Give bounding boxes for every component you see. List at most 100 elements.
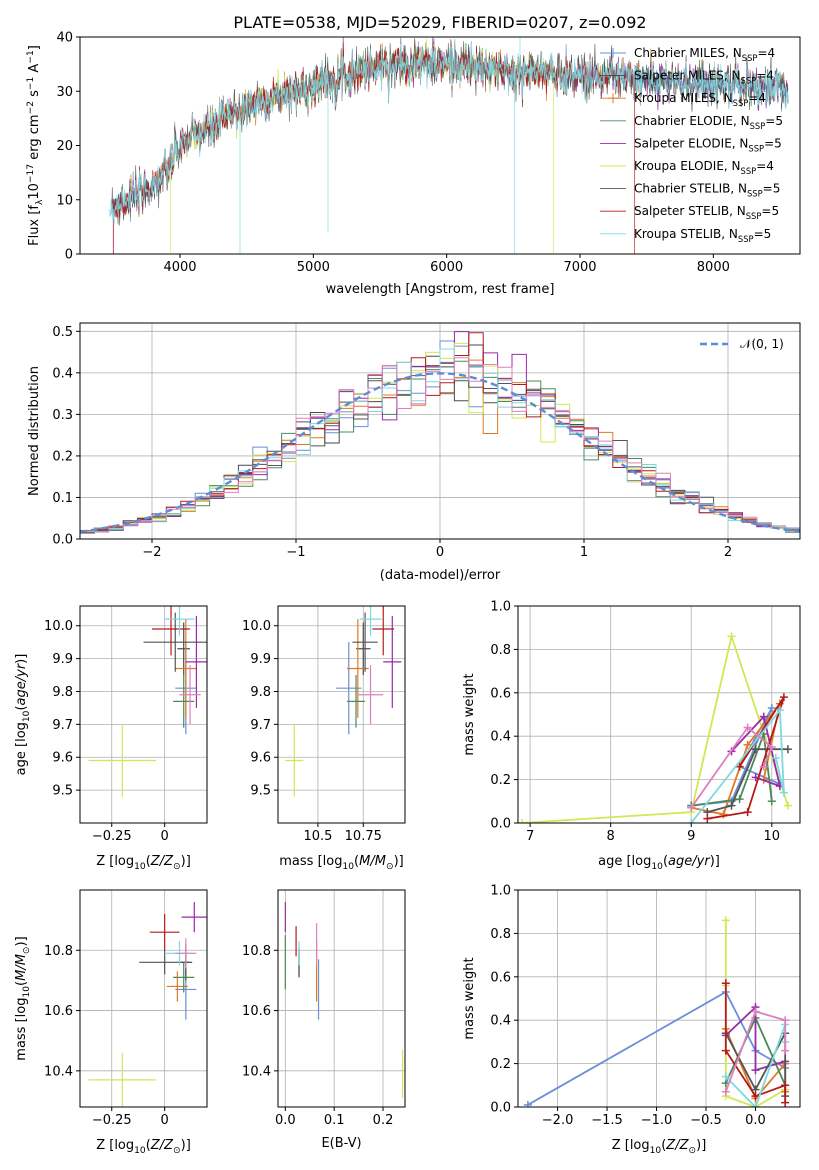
x-axis-label-part: age [log [598, 854, 651, 869]
y-tick-label: 10.4 [44, 1064, 73, 1079]
y-tick-label: 0.1 [52, 491, 73, 506]
y-tick-label: 30 [56, 85, 73, 100]
legend-entry: Chabrier ELODIE, NSSP=5 [634, 114, 783, 131]
x-tick-label: −2.0 [542, 1113, 574, 1128]
weight-marker [759, 762, 768, 771]
legend-entry-part: =4 [757, 46, 775, 60]
legend-entry-part: =5 [761, 204, 779, 218]
axes-frame [517, 605, 801, 824]
legend-entry-part: Kroupa MILES, N [634, 91, 733, 105]
plot-area-residuals [80, 331, 800, 534]
legend-entry-part: Salpeter STELIB, N [634, 204, 746, 218]
x-axis-label-part: )] [710, 854, 720, 869]
x-axis-label-part: Z/Z [150, 854, 174, 869]
weight-marker [523, 1100, 532, 1107]
weight-line-salpeter_elodie [730, 714, 782, 788]
weight-marker [518, 819, 527, 823]
y-axis-label: mass weight [462, 957, 477, 1039]
legend-entry-part: =5 [763, 182, 781, 196]
spectrum-line-salpeter_stelib [112, 42, 636, 254]
weight-marker [743, 740, 752, 749]
x-axis-label-part: Z/Z [150, 1138, 174, 1153]
weight-marker [721, 1072, 730, 1081]
x-axis-label: mass [log10(M/M⊙)] [279, 854, 403, 872]
weight-marker [781, 1016, 790, 1025]
weight-marker [727, 632, 736, 641]
legend-entry-part: =4 [748, 91, 766, 105]
y-axis-label-part: M/M [14, 954, 29, 981]
y-tick-label: 0.0 [490, 817, 511, 832]
x-tick-label: 5000 [297, 260, 330, 275]
legend-entry-part: SSP [733, 98, 749, 108]
y-tick-label: 1.0 [490, 600, 511, 615]
y-tick-label: 0.4 [52, 366, 73, 381]
y-tick-label: 0.6 [490, 970, 511, 985]
axes-spectrum: 4000 5000 6000 7000 8000 0 10 20 30 40 [56, 31, 801, 275]
x-tick-label: 10 [764, 829, 781, 844]
legend-entry-part: SSP [741, 166, 757, 176]
legend-entry-part: Chabrier MILES, N [634, 46, 742, 60]
weight-marker [721, 1046, 730, 1055]
weight-marker [735, 795, 744, 804]
y-axis-label-part: age/yr [14, 662, 29, 705]
plot-area-spectrum [109, 37, 789, 254]
x-axis-label-part: )] [181, 1138, 191, 1153]
y-tick-label: 9.7 [52, 718, 73, 733]
x-tick-label: 0 [436, 545, 444, 560]
weight-marker [687, 819, 696, 823]
weight-line-chabrier_elodie [691, 733, 773, 807]
legend-entry: Salpeter ELODIE, NSSP=5 [634, 136, 782, 153]
y-tick-label: 9.8 [52, 685, 73, 700]
x-axis-label-part: 10 [342, 862, 354, 872]
y-axis-label-part: mass [log [14, 998, 29, 1061]
x-axis-label-part: ⊙ [689, 1146, 697, 1156]
axes-age-vs-mass: 10.5 10.75 9.5 9.6 9.7 9.8 9.9 10.0 [242, 605, 406, 844]
y-tick-label: 0.0 [52, 533, 73, 548]
weight-marker [743, 808, 752, 817]
weight-marker [751, 1092, 760, 1101]
y-axis-label-part: −1 [26, 77, 36, 90]
y-tick-label: 0.8 [490, 643, 511, 658]
legend-entry-part: SSP [746, 211, 762, 221]
x-tick-label: 7 [526, 829, 534, 844]
y-axis-label-part: Flux [f [27, 205, 42, 246]
x-tick-label: 0.0 [275, 1113, 296, 1128]
legend-entry-part: =4 [756, 159, 774, 173]
plot-area-weight-vs-Z [523, 916, 790, 1107]
legend-entry-part: Chabrier STELIB, N [634, 182, 747, 196]
weight-marker [771, 753, 780, 762]
legend-entry-part: Salpeter ELODIE, N [634, 136, 748, 150]
x-axis-label: Z [log10(Z/Z⊙)] [96, 1138, 191, 1156]
y-tick-label: 0.8 [490, 927, 511, 942]
x-axis-label-part: ( [663, 854, 668, 869]
x-axis-label-part: 10 [134, 862, 146, 872]
x-tick-label: 9 [687, 829, 695, 844]
weight-line-pink [690, 726, 773, 809]
legend-entry: Kroupa MILES, NSSP=4 [634, 91, 766, 108]
legend-entry-part: Kroupa ELODIE, N [634, 159, 741, 173]
x-tick-label: −1 [286, 545, 305, 560]
y-tick-label: 10.6 [242, 1004, 271, 1019]
y-tick-label: 0.2 [490, 1057, 511, 1072]
y-axis-label-part: ⊙ [22, 946, 32, 954]
weight-marker [751, 1007, 760, 1016]
weight-marker [751, 1103, 760, 1107]
legend-entry-part: =4 [756, 69, 774, 83]
y-tick-label: 0.5 [52, 325, 73, 340]
weight-marker [721, 1087, 730, 1096]
weight-marker [703, 814, 712, 823]
x-tick-label: −0.5 [690, 1113, 722, 1128]
y-tick-label: 10.6 [44, 1004, 73, 1019]
x-tick-label: 0.0 [745, 1113, 766, 1128]
y-axis-label-part: 10 [22, 710, 32, 722]
legend-entry-part: =5 [754, 227, 772, 241]
y-tick-label: 0.4 [490, 1014, 511, 1029]
weight-marker [767, 703, 776, 712]
weight-marker [781, 1081, 790, 1090]
weight-marker [735, 762, 744, 771]
x-tick-label: 10.75 [345, 829, 382, 844]
y-tick-label: 10.4 [242, 1064, 271, 1079]
figure-title: PLATE=0538, MJD=52029, FIBERID=0207, z=0… [233, 13, 646, 32]
weight-line-pink [724, 1010, 787, 1093]
y-axis-label-part: ] [27, 45, 42, 50]
